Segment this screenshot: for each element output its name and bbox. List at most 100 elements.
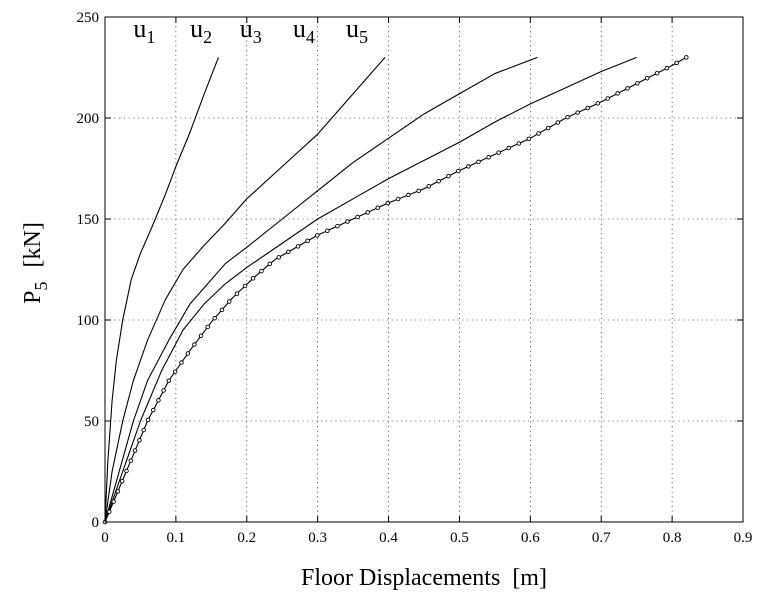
series-marker-u5 xyxy=(315,233,320,238)
y-tick-label: 50 xyxy=(84,414,99,430)
series-marker-u5 xyxy=(192,342,197,347)
series-labels: u1 u2 u3 u4 u5 xyxy=(133,14,368,47)
series-marker-u5 xyxy=(595,101,601,106)
x-tick-label: 0.4 xyxy=(379,530,398,546)
series-marker-u5 xyxy=(185,351,191,356)
x-tick-label: 0.5 xyxy=(450,530,469,546)
series-marker-u5 xyxy=(295,244,301,249)
axis-ticks: 0 0.1 0.2 0.3 0.4 0.5 0.6 0.7 0.8 0.9 0 50 100 150 200… xyxy=(77,10,753,546)
x-tick-label: 0 xyxy=(101,530,109,546)
x-tick-label: 0.9 xyxy=(734,530,753,546)
series-marker-u5 xyxy=(605,96,611,101)
series-marker-u5 xyxy=(172,369,178,374)
x-tick-label: 0.1 xyxy=(167,530,186,546)
series-marker-u5 xyxy=(124,468,129,474)
series-marker-u5 xyxy=(644,76,650,81)
x-tick-label: 0.3 xyxy=(308,530,327,546)
series-marker-u5 xyxy=(259,268,264,274)
x-tick-label: 0.8 xyxy=(663,530,682,546)
series-line-u4 xyxy=(104,56,637,523)
series-marker-u5 xyxy=(555,120,561,125)
x-axis-title: Floor Displacements [m] xyxy=(301,565,547,591)
series-marker-u5 xyxy=(446,173,451,179)
series-marker-u5 xyxy=(119,478,125,484)
series-marker-u5 xyxy=(496,150,501,155)
svg-text:P5[kN]: P5 [kN] xyxy=(20,192,51,346)
series-marker-u5 xyxy=(506,145,511,151)
y-axis-title-unit: [kN] xyxy=(20,222,46,267)
series-marker-u5 xyxy=(250,276,256,281)
series-marker-u5 xyxy=(325,228,330,234)
series-marker-u5 xyxy=(198,333,204,338)
series-marker-u5 xyxy=(137,438,142,443)
series-marker-u5 xyxy=(132,448,138,453)
series-marker-u5 xyxy=(151,407,156,413)
series-marker-u5 xyxy=(267,261,273,267)
series-marker-u5 xyxy=(625,86,630,91)
series-line-u1 xyxy=(104,57,219,523)
series-marker-u5 xyxy=(545,125,551,131)
series-marker-u5 xyxy=(395,196,401,202)
series-marker-u5 xyxy=(585,105,590,111)
series-marker-u5 xyxy=(416,188,421,194)
series-marker-u5 xyxy=(406,192,411,198)
series-line-u3 xyxy=(104,56,538,523)
series-marker-u5 xyxy=(365,210,370,215)
x-tick-label: 0.7 xyxy=(592,530,611,546)
series-marker-u5 xyxy=(635,81,640,86)
plot-frame xyxy=(104,16,744,523)
series-marker-u5 xyxy=(575,110,580,115)
series-marker-u5 xyxy=(276,255,282,260)
series-marker-u5 xyxy=(234,291,240,296)
series-marker-u5 xyxy=(476,159,481,165)
x-tick-label: 0.2 xyxy=(237,530,256,546)
series-marker-u5 xyxy=(664,65,670,71)
y-tick-label: 100 xyxy=(77,313,100,329)
series-marker-u5 xyxy=(179,360,184,365)
series-marker-u5 xyxy=(227,299,232,304)
series-layer xyxy=(102,55,689,525)
series-marker-u5 xyxy=(115,489,121,494)
series-marker-u5 xyxy=(516,141,522,146)
series-label-u3: u3 xyxy=(240,14,262,47)
grid xyxy=(105,17,743,522)
series-marker-u5 xyxy=(107,509,112,515)
plot-background xyxy=(105,17,743,522)
x-tick-label: 0.6 xyxy=(521,530,540,546)
series-marker-u5 xyxy=(145,417,151,423)
series-marker-u5 xyxy=(426,183,432,189)
series-marker-u5 xyxy=(466,164,471,169)
series-marker-u5 xyxy=(345,219,350,224)
y-axis-title: P5 [kN] xyxy=(20,192,51,346)
series-marker-u5 xyxy=(486,154,491,160)
series-marker-u5 xyxy=(355,214,360,220)
series-marker-u5 xyxy=(305,238,310,244)
y-axis-title-main: P xyxy=(20,290,46,303)
series-marker-u5 xyxy=(375,205,380,211)
y-tick-label: 150 xyxy=(77,212,100,228)
series-marker-u5 xyxy=(436,178,441,184)
y-tick-label: 0 xyxy=(92,515,100,531)
series-label-u4: u4 xyxy=(293,14,315,47)
y-tick-label: 250 xyxy=(77,10,100,26)
series-marker-u5 xyxy=(161,388,166,393)
y-tick-label: 200 xyxy=(77,111,100,127)
series-marker-u5 xyxy=(128,458,134,463)
series-marker-u5 xyxy=(456,168,461,174)
series-marker-u5 xyxy=(205,324,210,330)
series-marker-u5 xyxy=(674,60,679,66)
series-marker-u5 xyxy=(111,499,116,504)
series-marker-u5 xyxy=(654,70,660,76)
series-marker-u5 xyxy=(615,91,620,96)
series-marker-u5 xyxy=(286,249,291,255)
series-line-u2 xyxy=(104,57,386,523)
series-marker-u5 xyxy=(526,136,532,142)
series-marker-u5 xyxy=(385,200,391,206)
series-marker-u5 xyxy=(219,307,225,313)
series-marker-u5 xyxy=(684,55,689,60)
y-axis-title-sub: 5 xyxy=(31,281,51,290)
series-marker-u5 xyxy=(335,223,340,229)
series-marker-u5 xyxy=(565,114,570,120)
series-label-u5: u5 xyxy=(346,14,368,47)
